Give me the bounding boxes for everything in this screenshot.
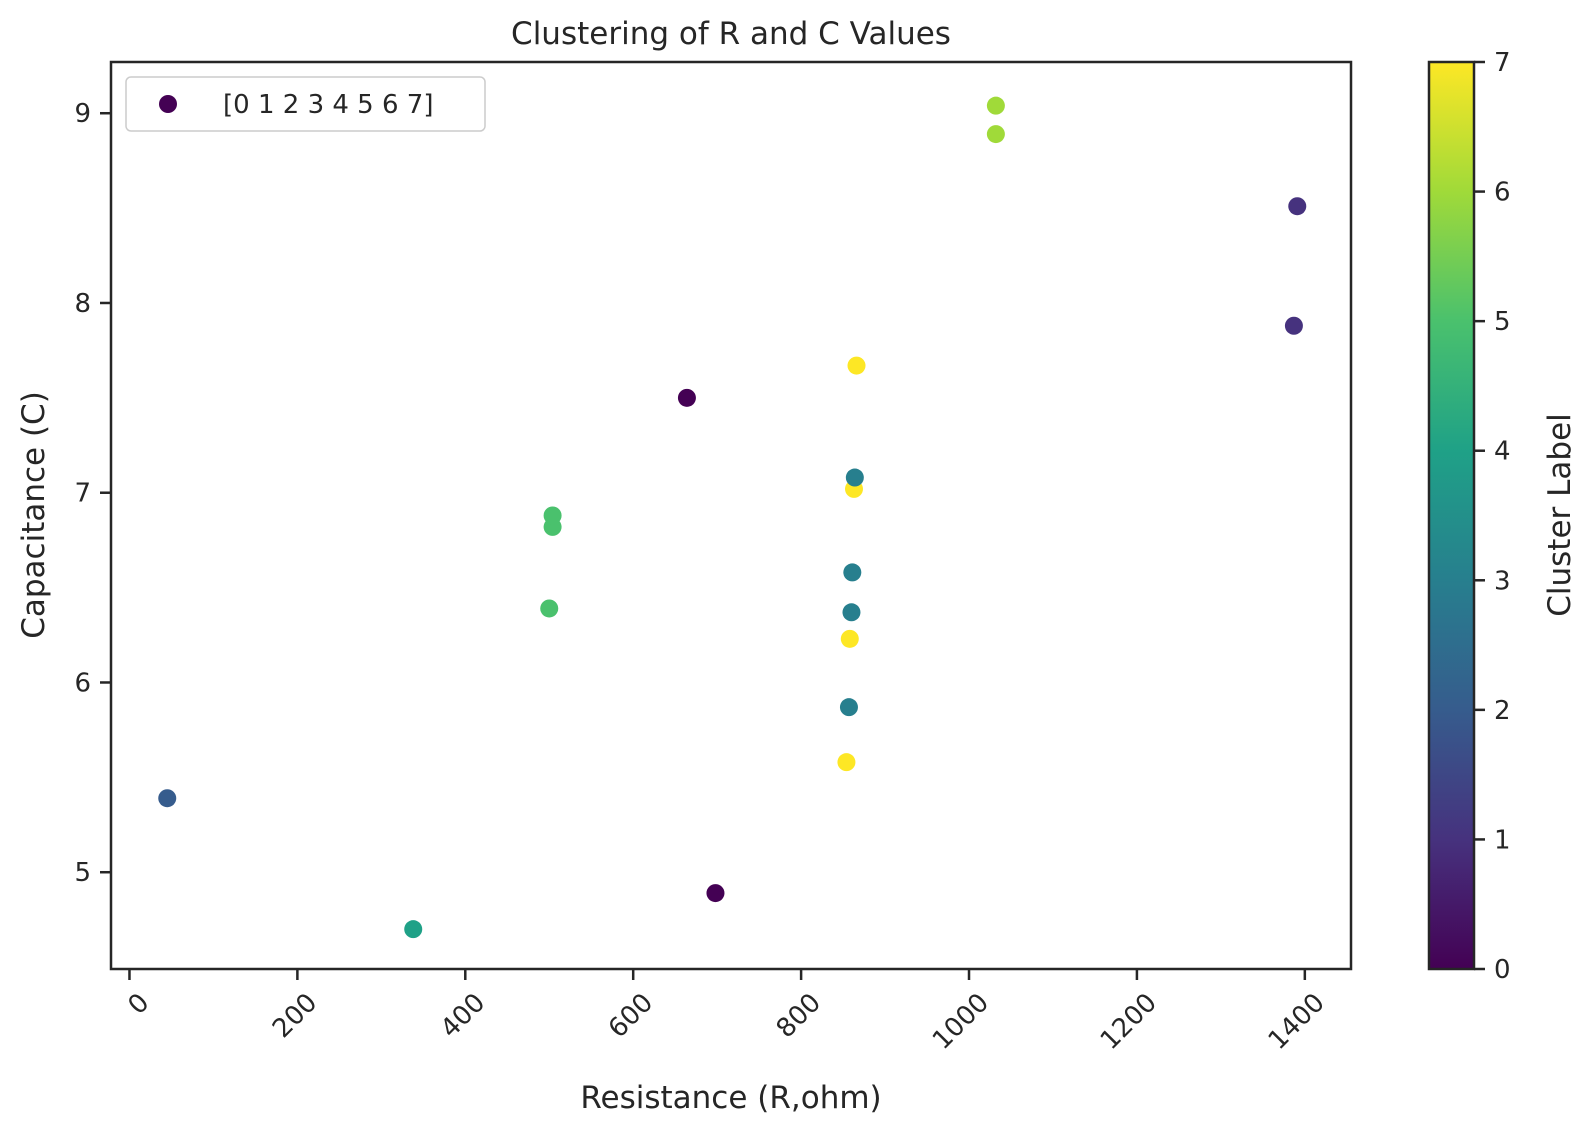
colorbar-tick-label: 4 <box>1494 437 1511 467</box>
plot-frame <box>109 60 1353 971</box>
data-point-10 <box>842 603 861 622</box>
colorbar-label: Cluster Label <box>1542 413 1578 617</box>
data-point-7 <box>837 753 856 772</box>
colorbar-tick-label: 3 <box>1494 566 1511 596</box>
data-point-9 <box>840 629 859 648</box>
legend-marker <box>159 95 177 113</box>
x-tick-label: 400 <box>435 988 491 1044</box>
x-tick-label: 1000 <box>927 988 995 1056</box>
data-point-4 <box>543 506 562 525</box>
data-point-6 <box>706 884 725 903</box>
data-point-18 <box>1288 197 1307 216</box>
y-tick-label: 5 <box>74 858 91 888</box>
data-point-14 <box>847 356 866 375</box>
data-point-2 <box>540 599 559 618</box>
colorbar-frame <box>1427 60 1476 971</box>
data-point-11 <box>843 563 862 582</box>
y-axis-label: Capacitance (C) <box>16 391 52 639</box>
colorbar-tick-label: 2 <box>1494 696 1511 726</box>
y-axis-ticks: 5 6 7 8 9 <box>74 99 111 888</box>
legend: [0 1 2 3 4 5 6 7] <box>125 76 486 132</box>
y-tick-label: 9 <box>74 99 91 129</box>
data-point-5 <box>677 388 696 407</box>
colorbar-tick-label: 1 <box>1494 825 1511 855</box>
y-tick-label: 8 <box>74 289 91 319</box>
colorbar-tick-label: 0 <box>1494 955 1511 985</box>
data-point-16 <box>986 96 1005 115</box>
colorbar-tick-label: 7 <box>1494 48 1511 78</box>
data-point-1 <box>404 920 423 939</box>
data-point-8 <box>839 698 858 717</box>
legend-label: [0 1 2 3 4 5 6 7] <box>223 90 433 120</box>
colorbar-ticks: 0 1 2 3 4 5 6 7 <box>1474 48 1511 985</box>
data-point-15 <box>986 125 1005 144</box>
x-tick-label: 1200 <box>1095 988 1163 1056</box>
data-point-17 <box>1284 316 1303 335</box>
legend-box <box>125 76 486 132</box>
x-tick-label: 600 <box>603 988 659 1044</box>
x-tick-label: 200 <box>267 988 323 1044</box>
data-point-0 <box>158 789 177 808</box>
x-axis-label: Resistance (R,ohm) <box>580 1080 881 1116</box>
x-tick-label: 800 <box>771 988 827 1044</box>
data-points <box>158 96 1307 939</box>
colorbar-tick-label: 5 <box>1494 307 1511 337</box>
x-axis-ticks: 0 200 400 600 800 1000 1200 1400 <box>123 969 1331 1056</box>
colorbar-tick-label: 6 <box>1494 178 1511 208</box>
y-tick-label: 6 <box>74 668 91 698</box>
y-tick-label: 7 <box>74 479 91 509</box>
chart-title: Clustering of R and C Values <box>511 16 951 52</box>
x-tick-label: 0 <box>123 988 156 1021</box>
x-tick-label: 1400 <box>1263 988 1331 1056</box>
colorbar: 0 1 2 3 4 5 6 7 Cluster Label <box>1427 48 1578 985</box>
colorbar-gradient <box>1429 62 1474 969</box>
data-point-13 <box>845 468 864 487</box>
